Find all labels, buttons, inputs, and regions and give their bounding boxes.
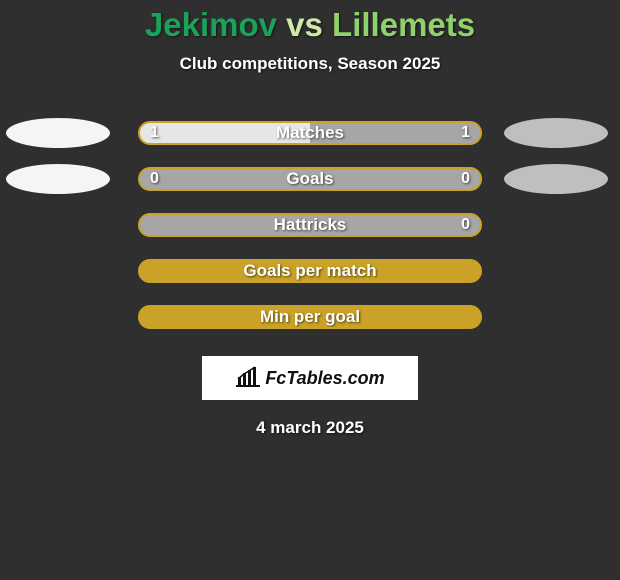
stat-bar: 00Goals <box>138 167 482 191</box>
stat-label: Goals per match <box>140 261 480 281</box>
brand-text: FcTables.com <box>265 368 384 389</box>
date-label: 4 march 2025 <box>0 418 620 438</box>
stat-row: 11Matches <box>0 116 620 162</box>
stat-row: 0Hattricks <box>0 208 620 254</box>
stat-value-player-1: 0 <box>150 169 159 189</box>
stat-value-player-1: 1 <box>150 123 159 143</box>
title-player-2: Lillemets <box>332 6 475 43</box>
stat-bar: 0Hattricks <box>138 213 482 237</box>
subtitle: Club competitions, Season 2025 <box>0 54 620 74</box>
stat-bar: Goals per match <box>138 259 482 283</box>
stat-row: 00Goals <box>0 162 620 208</box>
title-player-1: Jekimov <box>145 6 277 43</box>
stat-value-player-2: 1 <box>461 123 470 143</box>
page-title: Jekimov vs Lillemets <box>0 0 620 44</box>
player-1-ellipse <box>6 164 110 194</box>
stat-fill-player-2 <box>310 123 480 143</box>
infographic-stage: Jekimov vs Lillemets Club competitions, … <box>0 0 620 580</box>
title-vs: vs <box>286 6 323 43</box>
player-1-ellipse <box>6 118 110 148</box>
stat-bar: 11Matches <box>138 121 482 145</box>
stat-fill-player-2 <box>140 169 480 189</box>
player-2-ellipse <box>504 118 608 148</box>
stat-bar: Min per goal <box>138 305 482 329</box>
brand-chart-icon <box>235 365 261 392</box>
stat-label: Min per goal <box>140 307 480 327</box>
stat-rows: 11Matches00Goals0HattricksGoals per matc… <box>0 116 620 346</box>
stat-value-player-2: 0 <box>461 169 470 189</box>
stat-fill-player-1 <box>140 123 310 143</box>
stat-row: Min per goal <box>0 300 620 346</box>
stat-fill-player-2 <box>140 215 480 235</box>
stat-row: Goals per match <box>0 254 620 300</box>
stat-value-player-2: 0 <box>461 215 470 235</box>
player-2-ellipse <box>504 164 608 194</box>
brand-badge: FcTables.com <box>202 356 418 400</box>
